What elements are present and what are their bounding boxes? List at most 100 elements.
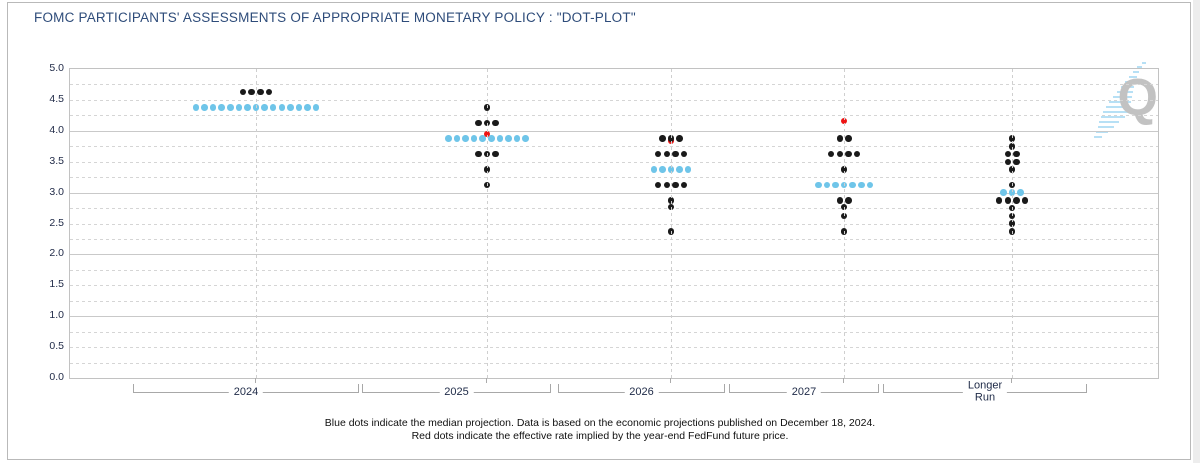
y-axis-label: 2.0: [49, 247, 64, 260]
blue-dot: [218, 104, 225, 111]
y-gridline-minor: [70, 177, 1158, 179]
black-dot: [475, 119, 482, 127]
x-axis-bracket-label: 2025: [439, 386, 474, 398]
x-axis-tick: [843, 378, 844, 383]
footnote-line-1: Blue dots indicate the median projection…: [324, 417, 876, 429]
black-dot: [1021, 197, 1029, 204]
y-gridline-minor: [70, 161, 1158, 163]
blue-dot: [1017, 189, 1024, 196]
y-gridline-minor: [70, 99, 1158, 101]
blue-dot: [488, 135, 495, 142]
dot-plot-chart: [69, 68, 1159, 379]
y-gridline-minor: [70, 285, 1158, 287]
y-gridline-minor: [70, 208, 1158, 210]
black-dot: [1004, 150, 1011, 158]
blue-dot: [192, 104, 200, 111]
blue-dot: [304, 104, 311, 111]
q-logo-watermark: Q: [1086, 58, 1160, 144]
y-gridline-major: [70, 254, 1158, 256]
y-gridline-minor: [70, 146, 1158, 148]
y-gridline-minor: [70, 331, 1158, 333]
black-dot: [680, 181, 688, 189]
blue-dot: [815, 181, 822, 189]
y-gridline-minor: [70, 115, 1158, 117]
y-axis-label: 0.0: [49, 371, 64, 383]
x-axis-tick: [486, 378, 487, 383]
black-dot: [1013, 197, 1020, 204]
y-gridline-minor: [70, 269, 1158, 271]
y-axis-label: 1.0: [49, 309, 64, 322]
black-dot: [995, 197, 1003, 204]
y-axis-label: 4.0: [49, 123, 64, 136]
black-dot: [845, 150, 852, 158]
blue-dot: [227, 104, 234, 111]
black-dot: [827, 150, 835, 158]
y-gridline-minor: [70, 238, 1158, 240]
blue-dot: [287, 104, 294, 111]
black-dot: [1013, 150, 1020, 158]
black-dot: [654, 150, 662, 158]
q-logo-letter: Q: [1117, 69, 1158, 127]
x-axis-bracket: 2027: [729, 384, 879, 398]
y-gridline-major: [70, 316, 1158, 318]
black-dot: [1013, 158, 1020, 165]
black-dot: [663, 181, 670, 189]
blue-dot: [235, 104, 243, 111]
black-dot: [492, 150, 499, 158]
column-gridline: [1012, 69, 1013, 378]
blue-dot: [522, 135, 529, 142]
blue-dot: [312, 104, 320, 111]
y-gridline-minor: [70, 362, 1158, 364]
blue-dot: [295, 104, 303, 111]
blue-dot: [1000, 189, 1007, 196]
y-gridline-minor: [70, 223, 1158, 225]
blue-dot: [866, 181, 874, 189]
blue-dot: [676, 166, 683, 173]
blue-dot: [261, 104, 268, 111]
y-axis-label: 2.5: [49, 216, 64, 229]
x-axis-bracket-label: Longer Run: [962, 380, 1008, 404]
blue-dot: [849, 181, 856, 189]
x-axis-bracket: 2026: [558, 384, 725, 398]
blue-dot: [445, 135, 452, 142]
x-axis-bracket-label: 2024: [228, 386, 264, 398]
y-gridline-minor: [70, 84, 1158, 86]
black-dot: [257, 88, 264, 96]
black-dot: [672, 150, 679, 158]
x-axis-bracket: Longer Run: [883, 380, 1087, 404]
blue-dot: [453, 135, 461, 142]
blue-dot: [201, 104, 208, 111]
y-gridline-major: [70, 192, 1158, 194]
footnote-line-2: Red dots indicate the effective rate imp…: [411, 429, 789, 442]
y-axis-label: 0.5: [49, 340, 64, 353]
window-frame: [7, 2, 1191, 460]
x-axis-bracket: 2025: [362, 384, 551, 398]
black-dot: [836, 135, 843, 142]
y-axis-label: 3.5: [49, 154, 64, 167]
blue-dot: [496, 135, 504, 142]
black-dot: [676, 135, 683, 142]
black-dot: [836, 150, 843, 158]
blue-dot: [513, 135, 521, 142]
black-dot: [265, 88, 273, 96]
black-dot: [1004, 158, 1011, 165]
y-gridline-minor: [70, 347, 1158, 349]
black-dot: [672, 181, 679, 189]
blue-dot: [858, 181, 865, 189]
window-edge-strip: [1193, 0, 1200, 463]
black-dot: [853, 150, 861, 158]
x-axis-tick: [255, 378, 256, 383]
blue-dot: [462, 135, 469, 142]
black-dot: [836, 197, 843, 204]
black-dot: [248, 88, 255, 96]
black-dot: [239, 88, 247, 96]
x-axis-bracket: 2024: [133, 384, 359, 398]
y-axis-label: 1.5: [49, 278, 64, 291]
logo-swoosh-icon: [1094, 62, 1146, 138]
black-dot: [663, 150, 670, 158]
black-dot: [654, 181, 662, 189]
blue-dot: [823, 181, 831, 189]
blue-dot: [479, 135, 486, 142]
blue-dot: [684, 166, 692, 173]
y-gridline-major: [70, 130, 1158, 132]
